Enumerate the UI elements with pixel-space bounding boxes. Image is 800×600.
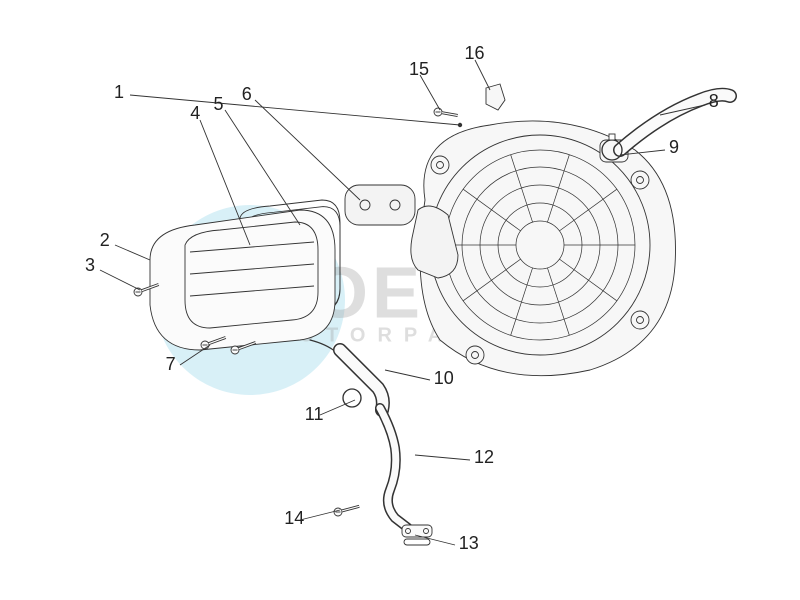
callout-9: 9 [669, 138, 679, 156]
callout-7: 7 [166, 355, 176, 373]
callout-5: 5 [214, 95, 224, 113]
callout-12: 12 [474, 448, 494, 466]
callout-16: 16 [465, 44, 485, 62]
callout-14: 14 [284, 509, 304, 527]
callout-10: 10 [434, 369, 454, 387]
callout-2: 2 [100, 231, 110, 249]
callout-11: 11 [305, 405, 324, 423]
callout-4: 4 [190, 104, 200, 122]
callout-8: 8 [709, 92, 719, 110]
diagram-stage: OEM MOTORPARTS 12345678910111213141516 [0, 0, 800, 600]
callout-13: 13 [459, 534, 479, 552]
callout-3: 3 [85, 256, 95, 274]
callout-15: 15 [409, 60, 429, 78]
callout-1: 1 [114, 83, 124, 101]
callout-6: 6 [242, 85, 252, 103]
